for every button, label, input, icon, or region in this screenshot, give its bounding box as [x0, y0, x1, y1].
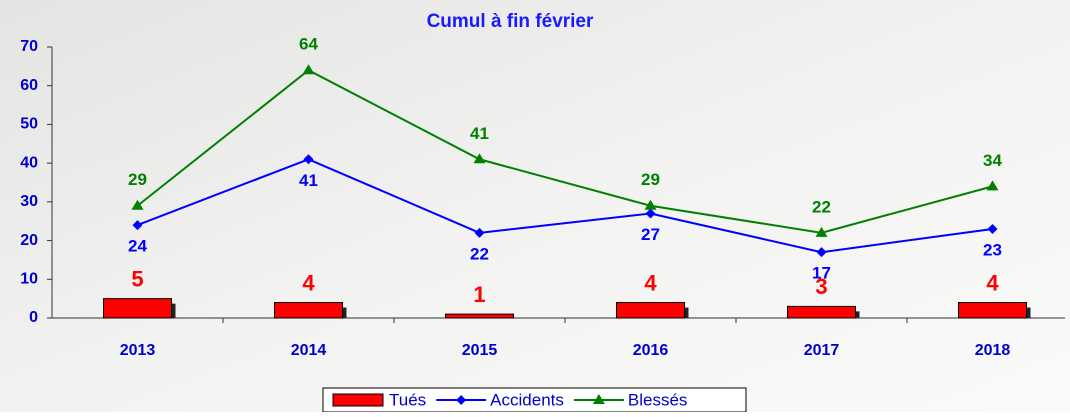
bar — [959, 303, 1027, 318]
y-tick-label: 10 — [20, 271, 38, 288]
data-label: 64 — [299, 35, 318, 54]
data-label: 22 — [812, 197, 831, 216]
data-label: 4 — [986, 270, 999, 295]
x-tick-label: 2014 — [291, 342, 327, 359]
data-label: 34 — [983, 151, 1002, 170]
x-tick-label: 2017 — [804, 342, 840, 359]
bar — [275, 303, 343, 318]
data-label: 1 — [473, 282, 485, 307]
x-tick-label: 2016 — [633, 342, 669, 359]
background — [0, 0, 1070, 412]
data-label: 29 — [128, 170, 147, 189]
data-label: 5 — [131, 266, 143, 291]
x-tick-label: 2015 — [462, 342, 498, 359]
legend: Tués Accidents Blessés — [323, 388, 746, 412]
chart-title: Cumul à fin février — [427, 11, 594, 32]
data-label: 17 — [812, 264, 831, 283]
legend-swatch — [333, 394, 383, 406]
y-tick-label: 60 — [20, 77, 38, 94]
y-tick-label: 20 — [20, 232, 38, 249]
data-label: 29 — [641, 170, 660, 189]
y-tick-label: 30 — [20, 193, 38, 210]
data-label: 24 — [128, 237, 147, 256]
legend-label: Tués — [389, 390, 426, 409]
data-label: 27 — [641, 225, 660, 244]
x-tick-label: 2018 — [975, 342, 1011, 359]
bar — [104, 299, 172, 318]
data-label: 4 — [644, 270, 657, 295]
data-label: 41 — [470, 124, 489, 143]
x-tick-label: 2013 — [120, 342, 156, 359]
y-tick-label: 40 — [20, 154, 38, 171]
y-tick-label: 70 — [20, 38, 38, 55]
bar — [617, 303, 685, 318]
data-label: 41 — [299, 171, 318, 190]
y-tick-label: 50 — [20, 116, 38, 133]
data-label: 4 — [302, 270, 315, 295]
legend-label: Accidents — [490, 390, 564, 409]
bar — [788, 306, 856, 318]
chart: Cumul à fin février Tués Accidents Blessés… — [0, 0, 1070, 412]
data-label: 23 — [983, 240, 1002, 259]
bar — [446, 314, 514, 318]
y-tick-label: 0 — [29, 309, 38, 326]
data-label: 22 — [470, 244, 489, 263]
legend-label: Blessés — [628, 390, 688, 409]
